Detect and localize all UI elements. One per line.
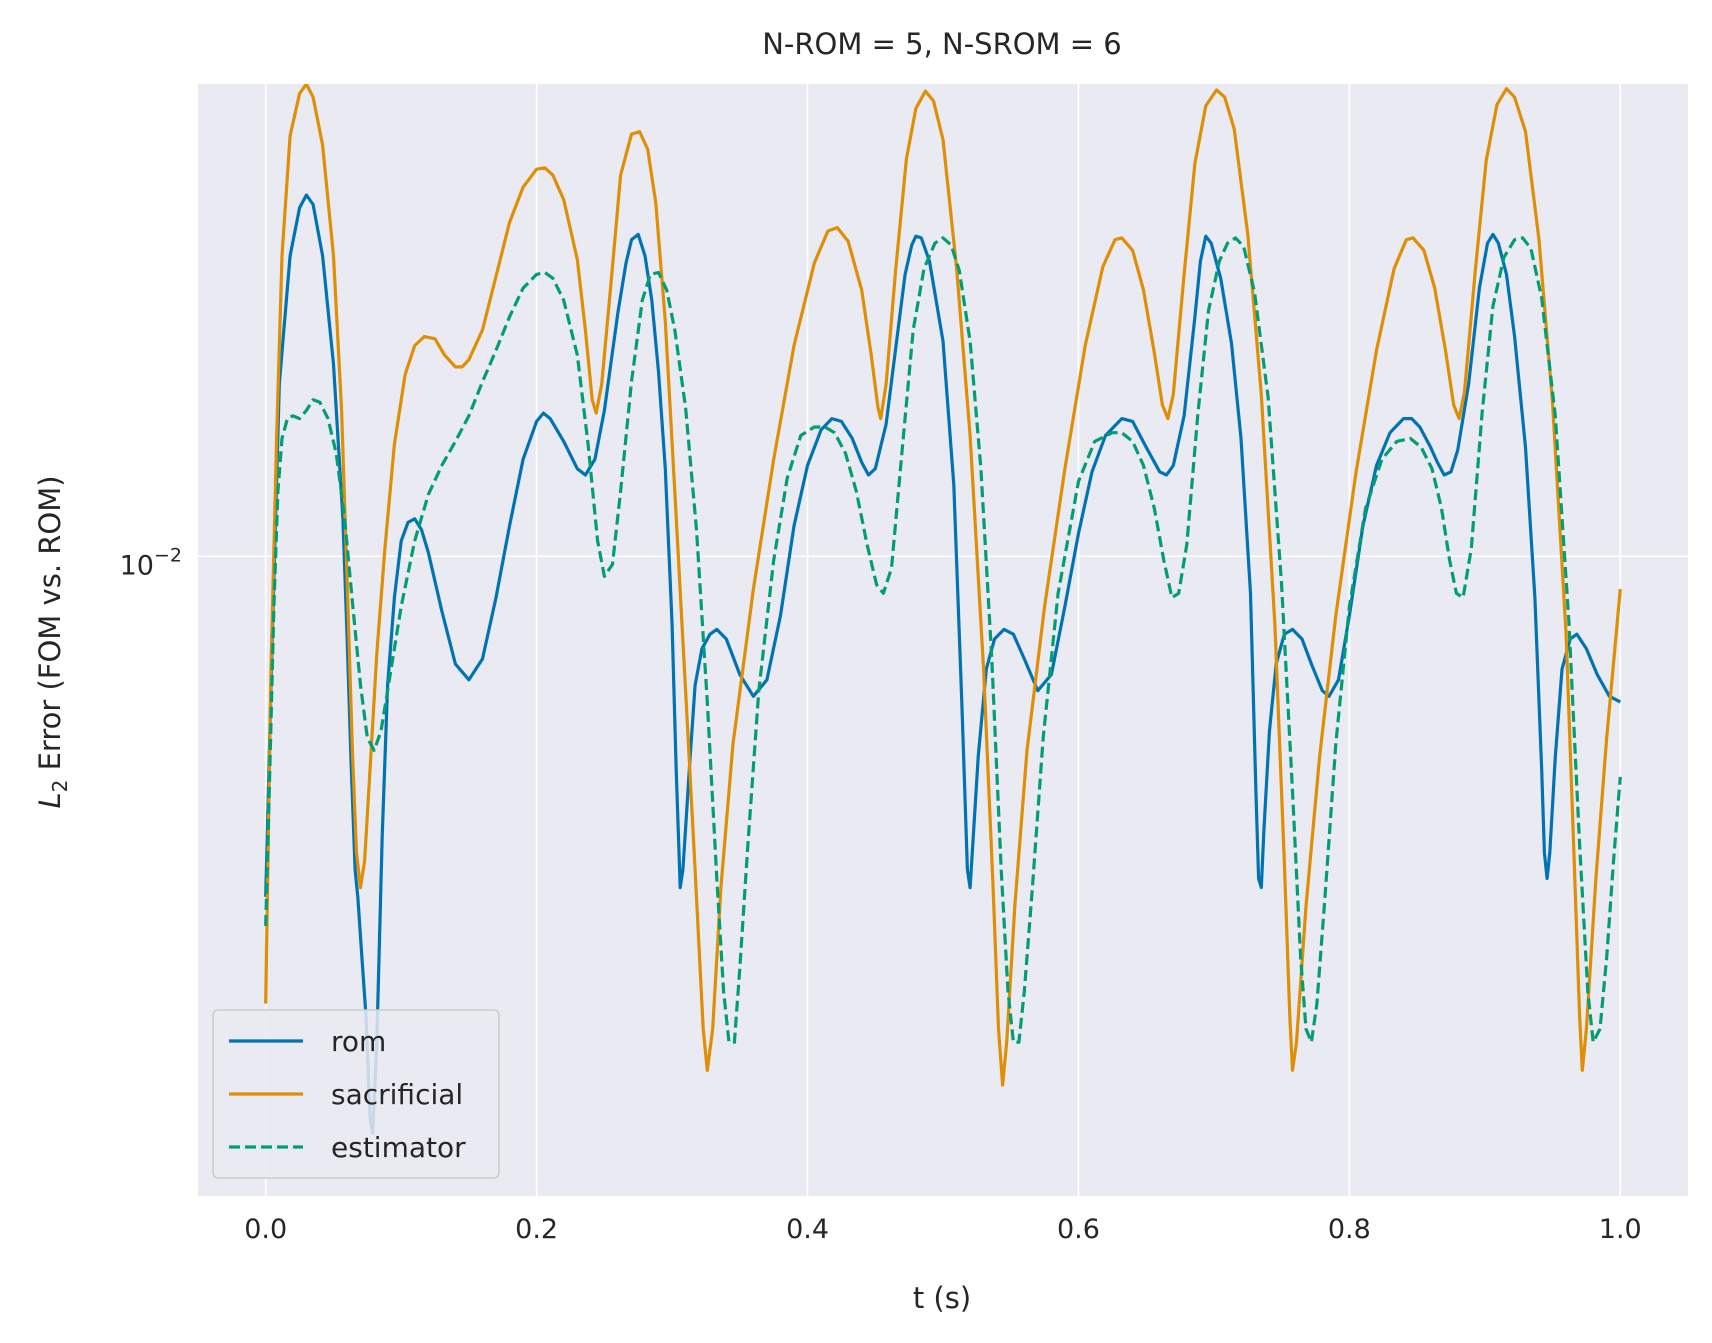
y-axis-label-subscript: 2 <box>48 780 72 793</box>
y-axis-label-text: Error (FOM vs. ROM) <box>33 475 67 779</box>
y-tick-label: 10−2 <box>120 544 182 581</box>
x-tick-label: 0.6 <box>1057 1214 1100 1245</box>
legend-label-rom: rom <box>331 1025 386 1058</box>
y-tick-base: 10 <box>120 550 154 581</box>
x-tick-label: 0.0 <box>244 1214 287 1245</box>
series-line-rom <box>264 193 1622 1135</box>
x-tick-label: 0.8 <box>1328 1214 1371 1245</box>
x-tick-label: 0.4 <box>786 1214 829 1245</box>
x-tick-label: 1.0 <box>1599 1214 1642 1245</box>
legend-box <box>212 1009 500 1179</box>
y-axis-ticks: 10−2 <box>120 544 182 581</box>
legend-label-sacrificial: sacrificial <box>331 1078 463 1111</box>
y-axis-label-symbol: L <box>33 792 67 808</box>
y-tick-exponent: −2 <box>154 544 182 566</box>
legend-label-estimator: estimator <box>331 1131 466 1164</box>
grid-lines <box>198 84 1688 1196</box>
chart-title: N-ROM = 5, N-SROM = 6 <box>762 27 1122 61</box>
series-lines <box>264 84 1622 1135</box>
legend: rom sacrificial estimator <box>212 1009 500 1179</box>
series-line-sacrificial <box>264 84 1622 1087</box>
series-line-estimator <box>264 236 1622 1044</box>
x-axis-label: t (s) <box>913 1281 971 1315</box>
x-tick-label: 0.2 <box>515 1214 558 1245</box>
x-axis-ticks: 0.0 0.2 0.4 0.6 0.8 1.0 <box>244 1214 1641 1245</box>
y-axis-label: L2 Error (FOM vs. ROM) <box>33 475 72 808</box>
